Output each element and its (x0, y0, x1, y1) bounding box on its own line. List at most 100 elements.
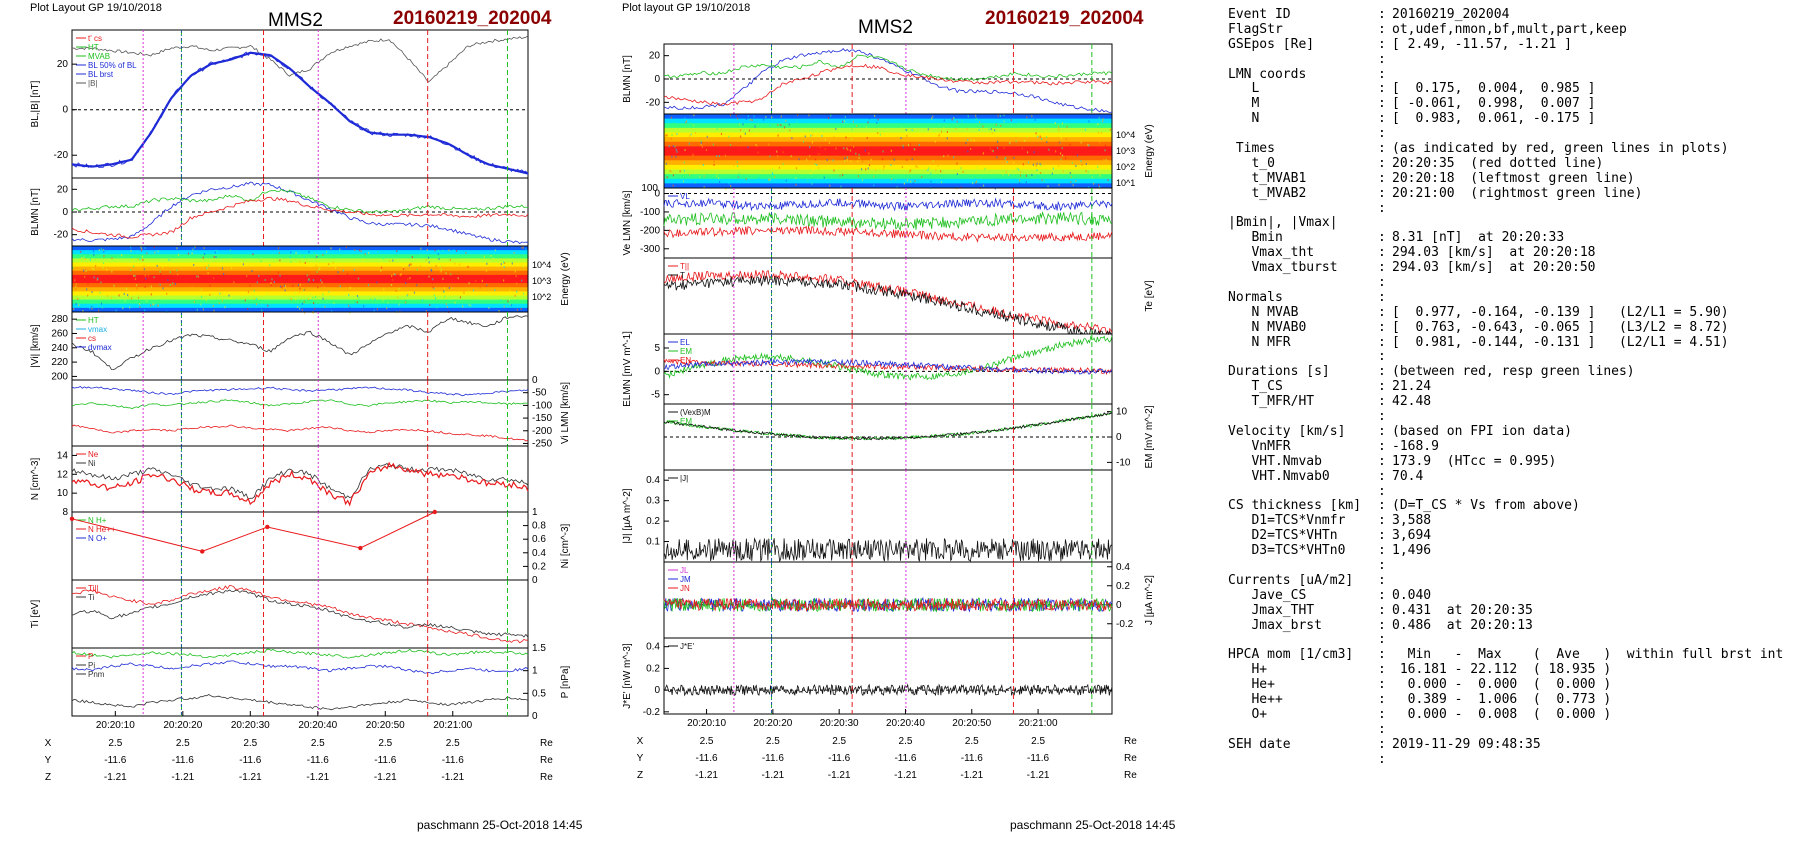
spectrogram-band (664, 137, 1112, 143)
y-tick-label: 10^1 (1116, 178, 1135, 188)
info-key: O+ (1228, 706, 1268, 722)
spectrogram-speckle (156, 264, 158, 267)
spectrogram-speckle (934, 140, 936, 143)
spectrogram-speckle (1016, 167, 1018, 170)
spectrogram-speckle (1060, 158, 1062, 161)
spectrogram-speckle (290, 260, 292, 263)
spectrogram-speckle (1046, 152, 1048, 155)
spectrogram-speckle (1031, 115, 1033, 118)
spectrogram-speckle (1100, 131, 1103, 134)
spectrogram-speckle (1010, 119, 1013, 122)
spectrogram-speckle (315, 296, 317, 299)
spectrogram-speckle (1099, 174, 1101, 177)
spectrogram-speckle (824, 148, 826, 151)
spectrogram-speckle (247, 307, 249, 310)
spectrogram-speckle (1091, 176, 1093, 179)
spectrogram-speckle (299, 307, 301, 310)
spectrogram-speckle (348, 293, 350, 296)
time-tick-label: 20:20:30 (231, 720, 270, 731)
spectrogram-speckle (961, 120, 963, 123)
spectrogram-speckle (882, 168, 885, 171)
spectrogram-speckle (809, 146, 811, 149)
spectrogram-speckle (312, 279, 315, 282)
spectrogram-speckle (978, 159, 981, 162)
info-value: 8.31 [nT] at 20:20:33 (1392, 230, 1565, 246)
spectrogram-speckle (671, 155, 673, 158)
spectrogram-speckle (233, 281, 235, 284)
spectrogram-speckle (737, 117, 739, 120)
spectrogram-speckle (692, 124, 695, 127)
spectrogram-speckle (208, 264, 210, 267)
spectrogram-speckle (83, 255, 85, 258)
y-tick-label: -20 (646, 97, 661, 108)
spectrogram-speckle (503, 305, 505, 308)
y-axis-label: Vi LMN [km/s] (560, 382, 571, 444)
info-row: Times: (as indicated by red, green lines … (1228, 141, 1783, 157)
spectrogram-speckle (322, 297, 324, 300)
spectrogram-speckle (294, 291, 297, 294)
spectrogram-speckle (215, 249, 217, 252)
info-key: CS thickness [km] (1228, 498, 1362, 514)
spectrogram-speckle (138, 302, 141, 305)
spectrogram-speckle (1087, 170, 1089, 173)
spectrogram-speckle (674, 179, 676, 182)
spectrogram-speckle (978, 131, 980, 134)
spectrogram-speckle (705, 148, 708, 151)
spectrogram-speckle (1048, 115, 1050, 118)
spectrogram-speckle (168, 258, 170, 261)
y-tick-label: 0 (62, 207, 68, 218)
spectrogram-speckle (814, 158, 817, 161)
spectrogram-speckle (490, 254, 492, 257)
spectrogram-speckle (715, 154, 718, 157)
spectrogram-speckle (100, 247, 102, 250)
spectrogram-speckle (946, 130, 948, 133)
spectrogram-speckle (930, 133, 932, 136)
position-value: 2.5 (108, 738, 122, 749)
y-tick-label: -150 (532, 413, 552, 424)
info-key: N MVAB0 (1228, 319, 1307, 335)
spectrogram-speckle (195, 275, 198, 278)
spectrogram-speckle (943, 155, 945, 158)
info-colon: : (1378, 7, 1386, 22)
info-colon: : (1378, 632, 1386, 648)
spectrogram-speckle (457, 277, 459, 280)
info-key: T_MFR/HT (1228, 394, 1315, 410)
left-event-title: 20160219_202004 (393, 8, 552, 29)
spectrogram-speckle (911, 129, 913, 132)
spectrogram-speckle (1025, 152, 1027, 155)
info-colon: : (1378, 409, 1386, 425)
spectrogram-speckle (842, 120, 844, 123)
spectrogram-speckle (150, 280, 152, 283)
spectrogram-speckle (301, 302, 304, 305)
y-tick-label: 5 (654, 343, 660, 354)
spectrogram-speckle (801, 172, 803, 175)
spectrogram-speckle (514, 294, 516, 297)
spectrogram-speckle (903, 182, 906, 185)
spectrogram-speckle (706, 135, 708, 138)
spectrogram-speckle (244, 299, 246, 302)
spectrogram-speckle (139, 272, 141, 275)
spectrogram-speckle (86, 288, 88, 291)
spectrogram-speckle (437, 279, 440, 282)
spectrogram-speckle (130, 249, 132, 252)
info-row: T_MFR/HT:42.48 (1228, 394, 1783, 410)
spectrogram-speckle (295, 252, 297, 255)
spectrogram-speckle (405, 282, 407, 285)
time-tick-label: 20:20:10 (96, 720, 135, 731)
time-tick-label: 20:20:40 (298, 720, 337, 731)
spectrogram-speckle (444, 295, 446, 298)
spectrogram-speckle (203, 247, 205, 250)
spectrogram-speckle (1043, 179, 1045, 182)
spectrogram-speckle (664, 164, 666, 167)
series-line (663, 275, 1112, 336)
spectrogram-speckle (858, 153, 860, 156)
spectrogram-speckle (139, 306, 141, 309)
spectrogram-speckle (360, 250, 362, 253)
spectrogram-speckle (789, 129, 791, 132)
spectrogram-speckle (852, 120, 854, 123)
legend-label: |J| (680, 474, 688, 483)
spectrogram-speckle (758, 177, 760, 180)
y-tick-label: 0 (654, 189, 660, 200)
series-line (663, 335, 1113, 381)
info-key: Durations [s] (1228, 364, 1330, 380)
